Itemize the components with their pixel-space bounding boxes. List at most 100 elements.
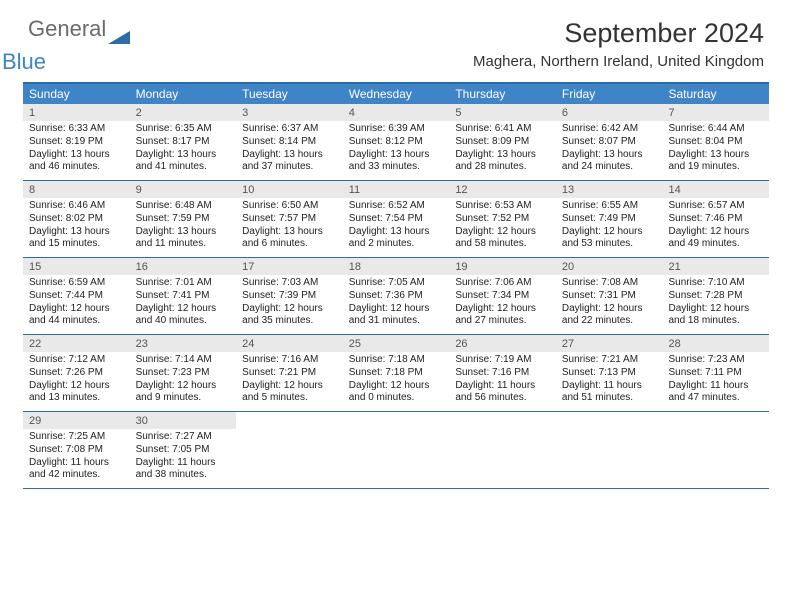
day-number: 12	[449, 181, 556, 198]
weekday-fri: Friday	[556, 84, 663, 104]
day-info-line: Sunrise: 6:44 AM	[668, 123, 765, 136]
day-info-line: Sunset: 7:23 PM	[136, 367, 233, 380]
day-info-line: and 40 minutes.	[136, 315, 233, 328]
day-cell	[556, 412, 663, 488]
day-number: 25	[343, 335, 450, 352]
day-number: 28	[662, 335, 769, 352]
day-info-line: Sunset: 7:11 PM	[668, 367, 765, 380]
day-number: 20	[556, 258, 663, 275]
day-info-line: Daylight: 12 hours	[136, 303, 233, 316]
day-info-line: Daylight: 13 hours	[455, 149, 552, 162]
day-cell: 15 Sunrise: 6:59 AMSunset: 7:44 PMDayligh…	[23, 258, 130, 334]
day-info-line: Sunset: 7:59 PM	[136, 213, 233, 226]
day-cell: 22Sunrise: 7:12 AMSunset: 7:26 PMDayligh…	[23, 335, 130, 411]
header: General Blue September 2024 Maghera, Nor…	[0, 0, 792, 76]
day-info-line: Sunset: 7:28 PM	[668, 290, 765, 303]
day-info-line: Sunrise: 7:25 AM	[29, 431, 126, 444]
day-number: 9	[130, 181, 237, 198]
day-info-line: and 13 minutes.	[29, 392, 126, 405]
day-info-line: Sunset: 7:44 PM	[29, 290, 126, 303]
day-info-line: and 0 minutes.	[349, 392, 446, 405]
day-cell: 16Sunrise: 7:01 AMSunset: 7:41 PMDayligh…	[130, 258, 237, 334]
weekday-thu: Thursday	[449, 84, 556, 104]
day-info-line: Sunset: 8:19 PM	[29, 136, 126, 149]
day-info-line: Sunrise: 7:01 AM	[136, 277, 233, 290]
day-info-line: Sunset: 7:18 PM	[349, 367, 446, 380]
day-info-line: Sunrise: 7:14 AM	[136, 354, 233, 367]
day-info-line: Sunrise: 7:08 AM	[562, 277, 659, 290]
day-info-line: Sunset: 7:36 PM	[349, 290, 446, 303]
day-info-line: Daylight: 12 hours	[562, 303, 659, 316]
day-info-line: and 56 minutes.	[455, 392, 552, 405]
day-number: 11	[343, 181, 450, 198]
day-info-line: Sunset: 7:21 PM	[242, 367, 339, 380]
day-cell: 12Sunrise: 6:53 AMSunset: 7:52 PMDayligh…	[449, 181, 556, 257]
day-info-line: Sunrise: 7:12 AM	[29, 354, 126, 367]
day-number: 18	[343, 258, 450, 275]
day-info-line: and 11 minutes.	[136, 238, 233, 251]
day-info-line: Sunrise: 7:05 AM	[349, 277, 446, 290]
day-info-line: and 42 minutes.	[29, 469, 126, 482]
day-cell: 23Sunrise: 7:14 AMSunset: 7:23 PMDayligh…	[130, 335, 237, 411]
location: Maghera, Northern Ireland, United Kingdo…	[473, 53, 764, 70]
day-info-line: Sunrise: 7:27 AM	[136, 431, 233, 444]
logo-text-general: General	[28, 16, 106, 41]
day-info-line: Daylight: 12 hours	[562, 226, 659, 239]
day-number: 24	[236, 335, 343, 352]
day-info-line: Sunset: 8:02 PM	[29, 213, 126, 226]
day-info-line: Daylight: 12 hours	[29, 303, 126, 316]
day-info-line: and 27 minutes.	[455, 315, 552, 328]
day-info-line: and 35 minutes.	[242, 315, 339, 328]
day-number: 21	[662, 258, 769, 275]
day-info-line: Sunset: 7:16 PM	[455, 367, 552, 380]
day-number: 2	[130, 104, 237, 121]
week-row: 8Sunrise: 6:46 AMSunset: 8:02 PMDaylight…	[23, 181, 769, 258]
day-number: 6	[556, 104, 663, 121]
day-number: 22	[23, 335, 130, 352]
day-number: 1	[23, 104, 130, 121]
day-info-line: Sunset: 8:04 PM	[668, 136, 765, 149]
day-info-line: Sunrise: 6:37 AM	[242, 123, 339, 136]
day-info-line: and 44 minutes.	[29, 315, 126, 328]
day-info-line: Sunrise: 7:03 AM	[242, 277, 339, 290]
week-row: 1Sunrise: 6:33 AMSunset: 8:19 PMDaylight…	[23, 104, 769, 181]
day-info-line: Daylight: 11 hours	[136, 457, 233, 470]
day-number: 15	[23, 258, 130, 275]
logo-triangle-icon	[108, 30, 130, 52]
day-info-line: Sunrise: 7:06 AM	[455, 277, 552, 290]
day-info-line: Sunset: 7:41 PM	[136, 290, 233, 303]
day-cell: 28Sunrise: 7:23 AMSunset: 7:11 PMDayligh…	[662, 335, 769, 411]
day-info-line: Sunrise: 7:16 AM	[242, 354, 339, 367]
day-info-line: Sunrise: 6:50 AM	[242, 200, 339, 213]
day-cell: 1Sunrise: 6:33 AMSunset: 8:19 PMDaylight…	[23, 104, 130, 180]
day-info-line: Sunset: 7:05 PM	[136, 444, 233, 457]
day-cell: 2Sunrise: 6:35 AMSunset: 8:17 PMDaylight…	[130, 104, 237, 180]
day-info-line: Daylight: 12 hours	[349, 303, 446, 316]
day-info-line: Sunrise: 6:42 AM	[562, 123, 659, 136]
day-info-line: Sunrise: 6:57 AM	[668, 200, 765, 213]
day-info-line: Sunset: 7:57 PM	[242, 213, 339, 226]
day-cell: 3Sunrise: 6:37 AMSunset: 8:14 PMDaylight…	[236, 104, 343, 180]
day-info-line: Daylight: 11 hours	[455, 380, 552, 393]
day-info-line: and 53 minutes.	[562, 238, 659, 251]
day-info-line: Sunrise: 6:53 AM	[455, 200, 552, 213]
weekday-mon: Monday	[130, 84, 237, 104]
day-info-line: and 51 minutes.	[562, 392, 659, 405]
day-cell: 27Sunrise: 7:21 AMSunset: 7:13 PMDayligh…	[556, 335, 663, 411]
day-info-line: Daylight: 13 hours	[668, 149, 765, 162]
day-info-line: Daylight: 13 hours	[136, 149, 233, 162]
day-info-line: Sunset: 7:49 PM	[562, 213, 659, 226]
day-info-line: Sunset: 8:14 PM	[242, 136, 339, 149]
day-cell: 18 Sunrise: 7:05 AMSunset: 7:36 PMDayligh…	[343, 258, 450, 334]
day-cell: 8Sunrise: 6:46 AMSunset: 8:02 PMDaylight…	[23, 181, 130, 257]
day-number: 17	[236, 258, 343, 275]
weekday-wed: Wednesday	[343, 84, 450, 104]
day-number: 27	[556, 335, 663, 352]
day-info-line: Sunrise: 6:59 AM	[29, 277, 126, 290]
day-cell: 14Sunrise: 6:57 AMSunset: 7:46 PMDayligh…	[662, 181, 769, 257]
day-info-line: and 37 minutes.	[242, 161, 339, 174]
day-info-line: Sunset: 7:52 PM	[455, 213, 552, 226]
day-info-line: Daylight: 11 hours	[562, 380, 659, 393]
day-number: 3	[236, 104, 343, 121]
day-cell: 11Sunrise: 6:52 AMSunset: 7:54 PMDayligh…	[343, 181, 450, 257]
